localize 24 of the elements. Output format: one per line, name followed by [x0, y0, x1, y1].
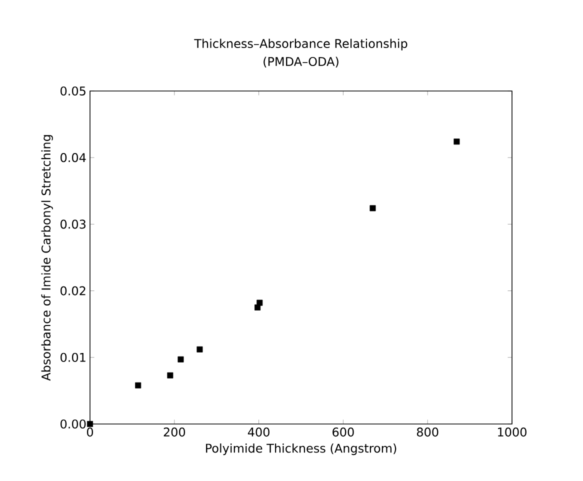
- x-tick-label: 200: [164, 428, 186, 437]
- chart-title: Thickness–Absorbance Relationship: [194, 38, 408, 50]
- y-tick-label: 0.04: [60, 153, 86, 162]
- x-tick-label: 0: [86, 428, 94, 437]
- y-tick-label: 0.05: [60, 86, 86, 96]
- chart-subtitle: (PMDA–ODA): [264, 56, 338, 68]
- point: [87, 420, 94, 427]
- x-tick-label: 400: [248, 428, 270, 437]
- point: [454, 138, 460, 145]
- point: [196, 346, 203, 352]
- y-axis-title: Absorbance of Imide Carbonyl Stretching: [41, 135, 53, 381]
- y-tick-label: 0.02: [60, 286, 86, 296]
- x-tick-label: 1000: [498, 428, 526, 437]
- point: [370, 205, 376, 212]
- point: [178, 356, 184, 362]
- point: [135, 382, 142, 388]
- y-tick-label: 0.01: [60, 352, 86, 362]
- y-tick-label: 0.00: [60, 419, 86, 429]
- x-tick-label: 800: [416, 428, 438, 437]
- x-axis-title: Polyimide Thickness (Angstrom): [206, 443, 396, 456]
- y-tick-label: 0.03: [60, 220, 86, 229]
- point: [256, 300, 263, 306]
- point: [167, 372, 174, 378]
- x-tick-label: 600: [332, 428, 354, 437]
